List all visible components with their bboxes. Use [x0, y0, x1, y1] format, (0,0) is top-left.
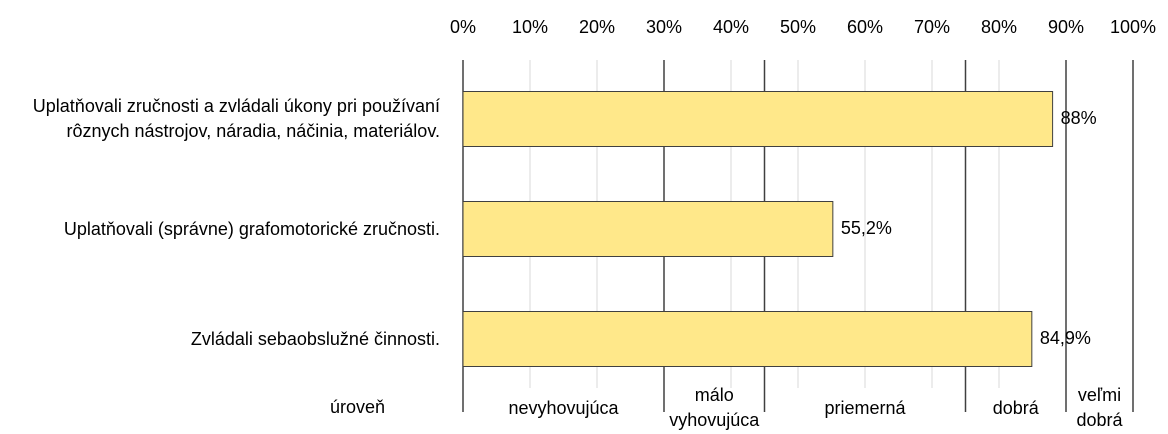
- x-tick-label: 60%: [847, 17, 883, 37]
- x-tick-label: 50%: [780, 17, 816, 37]
- level-label: dobrá: [992, 397, 1039, 418]
- level-label: nevyhovujúca: [508, 397, 619, 418]
- level-label: veľmi dobrá: [1076, 385, 1123, 430]
- bar: [462, 91, 1054, 147]
- category-label: Uplatňovali zručnosti a zvládali úkony p…: [32, 96, 440, 141]
- x-tick-label: 40%: [713, 17, 749, 37]
- x-tick-label: 70%: [914, 17, 950, 37]
- value-label: 55,2%: [841, 218, 892, 238]
- x-tick-label: 10%: [512, 17, 548, 37]
- x-tick-label: 100%: [1110, 17, 1156, 37]
- bar: [462, 201, 834, 257]
- x-tick-label: 20%: [579, 17, 615, 37]
- x-tick-label: 30%: [646, 17, 682, 37]
- level-label: priemerná: [824, 397, 906, 418]
- category-label: Zvládali sebaobslužné činnosti.: [190, 328, 440, 349]
- level-label: málo vyhovujúca: [669, 385, 760, 430]
- x-tick-label: 80%: [981, 17, 1017, 37]
- category-label: Uplatňovali (správne) grafomotorické zru…: [63, 218, 440, 239]
- x-tick-label: 0%: [450, 17, 476, 37]
- x-tick-label: 90%: [1048, 17, 1084, 37]
- level-title: úroveň: [330, 397, 386, 417]
- value-label: 88%: [1061, 108, 1097, 128]
- bar: [462, 311, 1033, 367]
- value-label: 84,9%: [1040, 328, 1091, 348]
